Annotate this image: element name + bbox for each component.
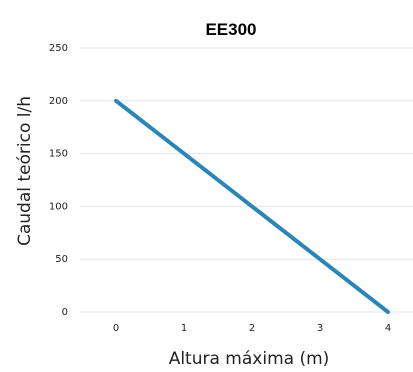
x-tick-label: 1 [181, 323, 187, 334]
y-tick-layer: 0 50 100 150 200 250 [49, 43, 68, 318]
x-tick-layer: 0 1 2 3 4 [113, 323, 391, 334]
x-axis-label: Altura máxima (m) [169, 349, 330, 369]
y-tick-label: 0 [62, 307, 68, 318]
y-tick-label: 50 [55, 254, 68, 265]
x-tick-label: 2 [249, 323, 255, 334]
y-axis-label: Caudal teórico l/h [15, 96, 35, 246]
y-tick-label: 150 [49, 149, 68, 160]
chart-title: EE300 [205, 20, 256, 39]
series-layer [114, 98, 390, 314]
y-tick-label: 250 [49, 43, 68, 54]
x-tick-label: 4 [385, 323, 391, 334]
y-tick-label: 100 [49, 201, 68, 212]
y-tick-label: 200 [49, 96, 68, 107]
x-tick-label: 0 [113, 323, 119, 334]
x-tick-label: 3 [317, 323, 323, 334]
grid-layer [80, 47, 413, 313]
